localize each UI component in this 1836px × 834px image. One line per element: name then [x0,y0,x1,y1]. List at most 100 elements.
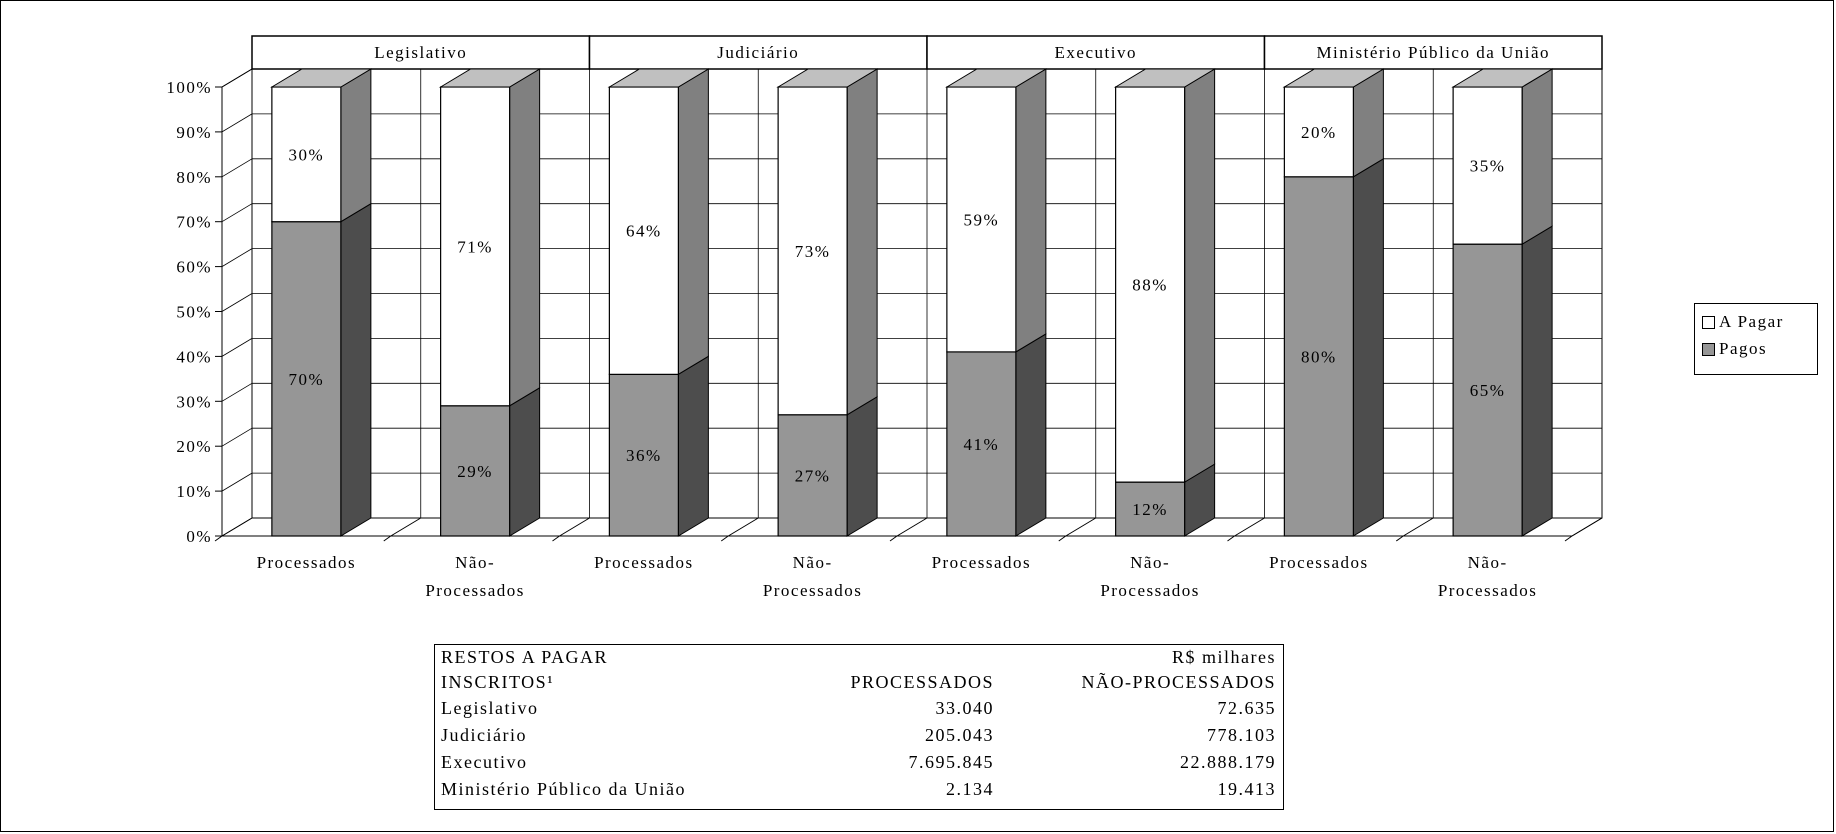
bar-top-face [270,68,373,88]
x-category-label: Processados [1100,581,1200,600]
y-tick-label: 80% [176,168,212,187]
gridline-side [221,382,253,402]
y-tick-label: 70% [176,213,212,232]
bar-side-face [340,68,372,223]
gridline-side [221,203,253,223]
bar-top-face [776,68,879,88]
bar-side-face [677,355,709,537]
group-header-label: Executivo [1055,43,1137,62]
table-cell: 2.134 [946,779,994,799]
bar-side-face [1521,225,1553,537]
table-cell: 7.695.845 [908,752,994,772]
data-label: 30% [289,145,325,164]
group-header-label: Ministério Público da União [1316,43,1550,62]
floor-divider [1571,517,1603,537]
gridline-side [221,113,253,133]
bar-side-face [1015,68,1047,353]
x-category-label: Processados [1438,581,1538,600]
table-row: Ministério Público da União 2.134 19.413 [435,779,1283,804]
bar-side-face [1184,68,1216,484]
table-unit: R$ milhares [1172,647,1276,667]
table-title: RESTOS A PAGAR [441,647,609,667]
floor-divider [1402,517,1434,537]
y-tick-label: 0% [186,527,212,546]
bar-side-face [846,68,878,416]
x-category-label: Não- [455,553,495,572]
table-cell: 19.413 [1217,779,1276,799]
x-category-label: Processados [763,581,863,600]
gridline-side [221,338,253,357]
table-row: Legislativo 33.040 72.635 [435,698,1283,723]
data-label: 71% [457,237,493,256]
data-label: 27% [795,466,831,485]
x-category-label: Processados [425,581,525,600]
floor-divider [1234,517,1265,537]
bar-segment-a-pagar [1283,86,1354,178]
bar-segment-a-pagar [440,86,511,407]
x-category-label: Não- [1468,553,1508,572]
table-header-cell: NÃO-PROCESSADOS [1081,672,1276,692]
x-category-label: Processados [1269,553,1369,572]
bar-top-face [945,68,1048,88]
table-cell: 33.040 [935,698,994,718]
gridline-side [221,248,253,267]
data-label: 64% [626,222,662,241]
table-cell: 22.888.179 [1180,752,1276,772]
y-tick-label: 90% [176,123,212,142]
legend-label-a-pagar: A Pagar [1719,312,1784,331]
bar-segment-a-pagar [1115,86,1186,483]
data-label: 20% [1301,123,1337,142]
x-category-label: Processados [932,553,1032,572]
x-tick [214,535,223,542]
table-header-cell: INSCRITOS¹ [441,672,555,692]
bar-segment-a-pagar [608,86,679,375]
bar-segment-pagos [271,221,342,537]
group-header-box [926,35,1266,70]
chart-legend: A Pagar Pagos [1694,303,1818,375]
bar-side-face [509,68,541,407]
bar-side-face [1521,68,1553,246]
data-label: 41% [964,435,1000,454]
table-cell: 72.635 [1217,698,1276,718]
table-cell: Executivo [441,752,528,772]
bar-side-face [1352,68,1384,178]
data-label: 59% [964,210,1000,229]
table-cell: Legislativo [441,698,539,718]
x-tick [889,535,898,542]
bar-side-face [340,202,372,537]
group-header-label: Judiciário [717,43,799,62]
floor-divider [559,517,590,537]
bar-top-face [1282,68,1386,88]
data-label: 35% [1470,157,1506,176]
data-label: 88% [1132,276,1168,295]
bar-side-face [677,68,709,376]
floor-divider [390,517,422,537]
gridline-side [221,158,253,178]
table-header-cell: PROCESSADOS [850,672,994,692]
gridline-side [221,472,253,492]
bar-segment-pagos [440,405,511,537]
bar-segment-a-pagar [946,86,1017,353]
data-label: 29% [457,462,493,481]
bar-segment-pagos [1115,481,1186,537]
x-tick [1564,535,1573,542]
bar-segment-a-pagar [1452,86,1523,245]
legend-swatch-a-pagar [1702,315,1715,329]
gridline-side [221,427,253,447]
x-category-label: Não- [1130,553,1170,572]
table-cell: 778.103 [1207,725,1276,745]
bar-top-face [607,68,711,88]
gridline-side [221,293,253,312]
data-label: 70% [289,370,325,389]
legend-item-pagos: Pagos [1702,339,1767,359]
data-label: 80% [1301,347,1337,366]
data-label: 73% [795,242,831,261]
legend-label-pagos: Pagos [1719,339,1768,358]
floor-divider [1065,517,1097,537]
floor-divider [727,517,759,537]
bar-top-face [438,68,542,88]
y-tick-label: 50% [176,303,212,322]
x-tick [383,535,392,542]
x-tick [552,535,560,542]
